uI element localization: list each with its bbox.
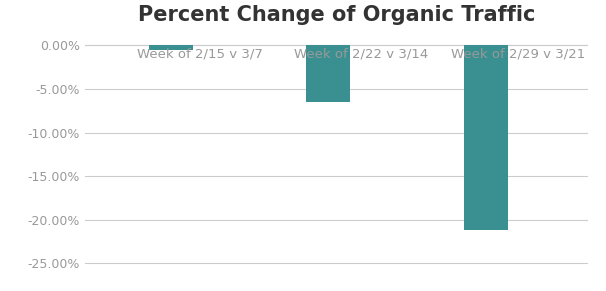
Title: Percent Change of Organic Traffic: Percent Change of Organic Traffic	[138, 5, 535, 25]
Text: Week of 2/22 v 3/14: Week of 2/22 v 3/14	[294, 48, 428, 61]
Bar	[307, 45, 350, 102]
Bar	[464, 45, 508, 230]
Bar	[149, 45, 193, 50]
Text: Week of 2/15 v 3/7: Week of 2/15 v 3/7	[137, 48, 262, 61]
Text: Week of 2/29 v 3/21: Week of 2/29 v 3/21	[451, 48, 585, 61]
